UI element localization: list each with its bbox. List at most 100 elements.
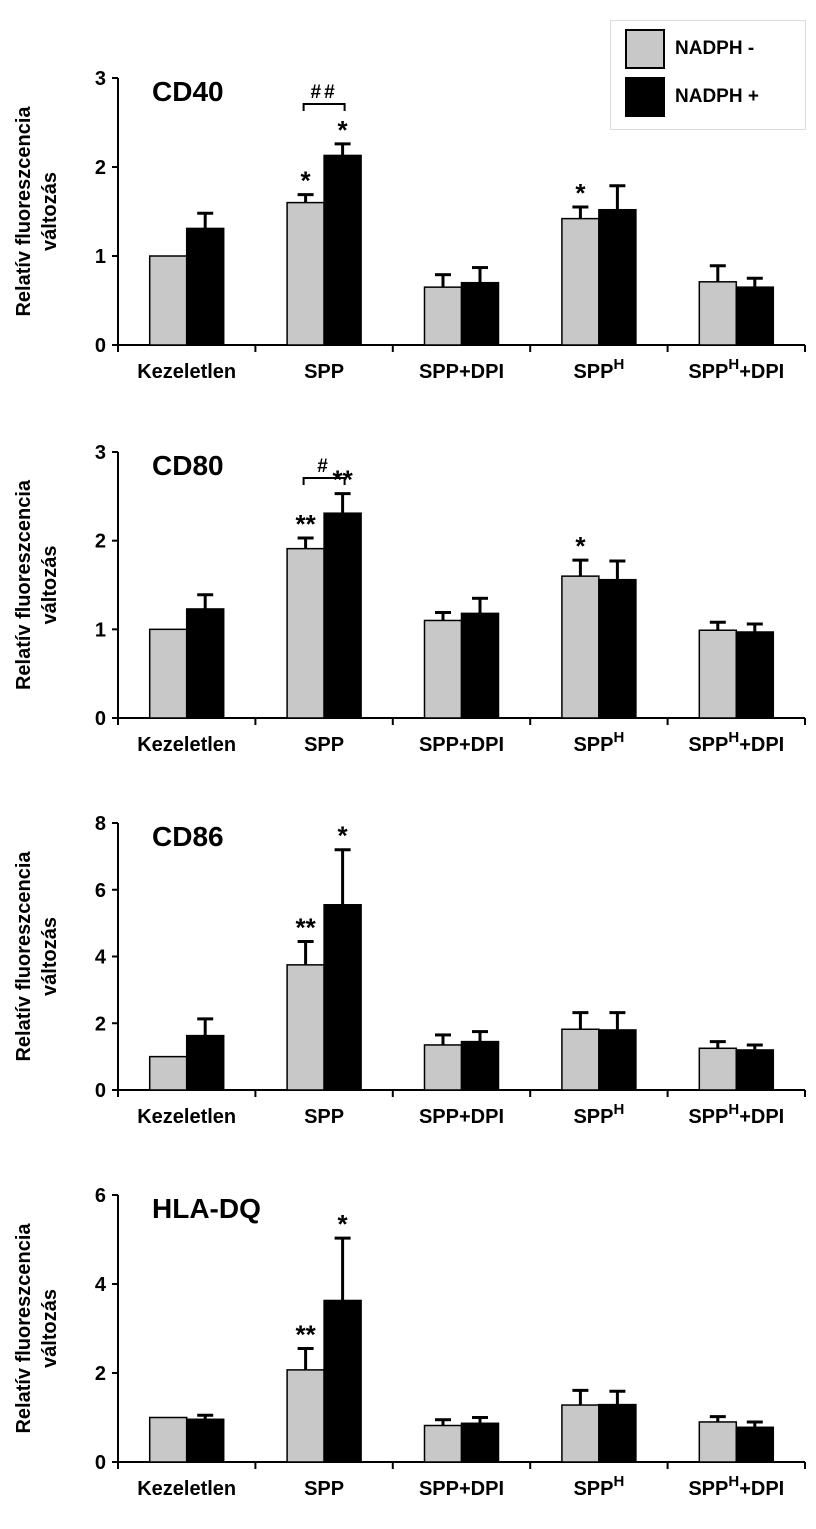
x-tick-label-superscript: H (613, 356, 624, 373)
bar-kezeletlen-nadph (148, 1416, 188, 1463)
y-axis-label: Relatív fluoreszcencia változás (13, 851, 61, 1062)
y-axis-label-line: változás (39, 917, 61, 996)
chart-title: CD40 (152, 76, 224, 107)
chart-cd40: Relatív fluoreszcencia változás 0 1 2 3 CD40 Ke… (13, 68, 806, 383)
y-tick-label: 2 (95, 531, 106, 553)
significance-mark: ** (295, 912, 316, 942)
chart-title: CD86 (152, 821, 224, 852)
x-tick-label-spp: SPP (304, 1478, 344, 1500)
x-tick-label-superscript: H (728, 356, 739, 373)
y-tick-label: 2 (95, 1013, 106, 1035)
x-tick-label-superscript: H (728, 1101, 739, 1118)
bar-spp-dpi-nadph (460, 612, 500, 719)
significance-mark: ** (332, 465, 353, 495)
x-tick-label-kezeletlen: Kezeletlen (137, 361, 236, 383)
x-tick-label-part: +DPI (739, 1106, 784, 1128)
bracket-label: ## (311, 82, 338, 103)
y-axis-label-line: változás (39, 172, 61, 251)
bar-spp-nadph (323, 154, 362, 346)
bar-spph-dpi-nadph (698, 1421, 738, 1463)
legend-item-nadph-minus: NADPH - (625, 29, 754, 69)
bar-spp-dpi-nadph (460, 1422, 500, 1463)
bar-spph-dpi-nadph (698, 281, 738, 346)
bar-spp-nadph (323, 904, 362, 1091)
x-tick-label-part: SPP (688, 734, 728, 756)
legend-label-nadph-plus: NADPH + (675, 86, 759, 107)
bar-spp-nadph (286, 964, 325, 1091)
x-tick-label-spp-dpi: SPP+DPI (419, 1478, 504, 1500)
y-tick-label: 6 (95, 880, 106, 902)
bar-spp-nadph (286, 1369, 325, 1463)
x-tick-label-kezeletlen: Kezeletlen (137, 734, 236, 756)
significance-mark: ** (295, 509, 316, 539)
bar-kezeletlen-nadph (185, 1418, 225, 1463)
x-tick-label-spph-dpi: SPPH+DPI (688, 356, 784, 383)
x-tick-label-part: +DPI (739, 734, 784, 756)
x-tick-label-superscript: H (728, 729, 739, 746)
y-tick-label: 1 (95, 619, 106, 641)
x-tick-label-spp-dpi: SPP+DPI (419, 1106, 504, 1128)
bar-spph-nadph (561, 217, 600, 346)
x-tick-label-part: SPP (688, 361, 728, 383)
x-tick-label-spp: SPP (304, 734, 344, 756)
chart-title: HLA-DQ (152, 1193, 261, 1224)
x-tick-label-part: SPP (573, 734, 613, 756)
significance-mark: * (575, 531, 586, 561)
significance-bracket (302, 477, 346, 485)
y-axis-label-line: Relatív fluoreszcencia (13, 479, 35, 690)
legend-swatch-nadph-plus (625, 77, 665, 117)
bar-kezeletlen-nadph (185, 1034, 225, 1091)
y-axis-label: Relatív fluoreszcencia változás (13, 1223, 61, 1434)
bar-spph-nadph (561, 1404, 600, 1463)
x-tick-label-part: SPP (573, 361, 613, 383)
y-axis-label-line: Relatív fluoreszcencia (13, 1223, 35, 1434)
bar-spph-nadph (598, 208, 637, 346)
y-tick-label: 4 (95, 1274, 107, 1296)
bar-spph-dpi-nadph (735, 1049, 775, 1091)
x-tick-label-part: +DPI (739, 1478, 784, 1500)
bar-spph-nadph (561, 575, 600, 719)
chart-cd80: Relatív fluoreszcencia változás 0 1 2 3 CD80 Ke… (13, 442, 806, 756)
x-tick-label-spph: SPPH (573, 356, 624, 383)
bar-spp-nadph (323, 512, 362, 719)
y-tick-label: 0 (95, 708, 106, 730)
x-tick-label-spph: SPPH (573, 729, 624, 756)
bar-spph-nadph (598, 1403, 637, 1463)
bar-spp-nadph (323, 1299, 362, 1463)
bar-spp-dpi-nadph (423, 1044, 463, 1091)
bar-spp-dpi-nadph (460, 281, 500, 346)
y-axis-label-line: változás (39, 1289, 61, 1368)
bar-spp-dpi-nadph (460, 1040, 500, 1091)
bar-spp-nadph (286, 547, 325, 719)
bar-spph-nadph (598, 1029, 637, 1091)
bar-spph-nadph (598, 578, 637, 719)
y-tick-label: 6 (95, 1185, 106, 1207)
bar-spp-nadph (286, 201, 325, 346)
bar-spp-dpi-nadph (423, 1424, 463, 1463)
bar-kezeletlen-nadph (148, 1055, 188, 1091)
x-tick-label-superscript: H (613, 1101, 624, 1118)
legend-label-nadph-minus: NADPH - (675, 38, 755, 59)
y-axis-label: Relatív fluoreszcencia változás (13, 479, 61, 690)
x-tick-label-superscript: H (613, 1473, 624, 1490)
x-tick-label-spph-dpi: SPPH+DPI (688, 1473, 784, 1500)
legend-swatch-nadph-minus (625, 29, 665, 69)
x-tick-label-spp-dpi: SPP+DPI (419, 734, 504, 756)
bar-spp-dpi-nadph (423, 619, 463, 719)
bar-spp-dpi-nadph (423, 286, 463, 346)
x-tick-label-spph: SPPH (573, 1101, 624, 1128)
significance-bracket (302, 103, 346, 111)
y-axis-label-line: változás (39, 546, 61, 625)
significance-mark: * (338, 821, 349, 851)
bar-spph-dpi-nadph (698, 629, 738, 719)
x-tick-label-part: SPP (573, 1478, 613, 1500)
chart-cd86: Relatív fluoreszcencia változás 0 2 4 6 8 CD86 K… (13, 813, 806, 1128)
x-tick-label-spp: SPP (304, 361, 344, 383)
y-axis-label: Relatív fluoreszcencia változás (13, 106, 61, 317)
x-tick-label-superscript: H (613, 729, 624, 746)
bar-spph-dpi-nadph (735, 1426, 775, 1463)
bar-spph-dpi-nadph (698, 1047, 738, 1091)
x-tick-label-part: SPP (688, 1106, 728, 1128)
y-tick-label: 0 (95, 1452, 106, 1474)
